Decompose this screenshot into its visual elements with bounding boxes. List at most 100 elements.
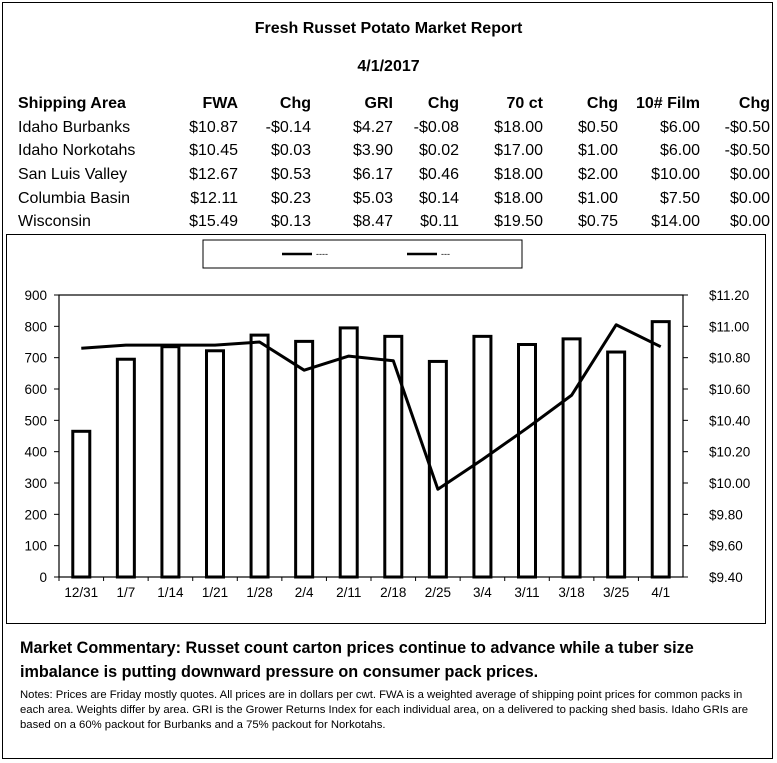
x-tick-label: 2/11 xyxy=(336,585,361,600)
price-cell: $0.46 xyxy=(418,165,459,183)
price-cell: $0.14 xyxy=(418,189,459,207)
price-cell: $15.49 xyxy=(189,213,238,231)
price-cell: $0.11 xyxy=(420,213,459,231)
combo-chart: ---- ---0100200300400500600700800900$9.40… xyxy=(24,239,750,600)
table-body: Idaho Burbanks $10.87 -$0.14 $4.27 -$0.08 $18… xyxy=(18,116,770,234)
chart-box: ---- --- 0 100 200 300 400 500 600 700 800 900 $9.40… xyxy=(6,234,766,624)
price-cell: $10.45 xyxy=(189,142,238,160)
right-tick-label: $10.20 xyxy=(709,445,750,460)
column-header: Chg xyxy=(427,94,459,112)
bar xyxy=(472,334,493,579)
left-tick-label: 900 xyxy=(24,288,47,303)
left-tick-label: 200 xyxy=(24,507,47,522)
shipping-area-cell: San Luis Valley xyxy=(18,165,128,183)
price-cell: $18.00 xyxy=(494,118,543,136)
left-tick-label: 700 xyxy=(24,351,47,366)
x-tick-label: 3/25 xyxy=(603,585,629,600)
price-cell: -$0.14 xyxy=(265,118,311,136)
column-header: Chg xyxy=(738,94,770,112)
bar xyxy=(115,357,136,579)
price-cell: $10.00 xyxy=(651,165,700,183)
left-tick-label: 600 xyxy=(24,382,47,397)
column-header: 10# Film xyxy=(635,94,700,112)
price-cell: $12.11 xyxy=(190,189,238,207)
x-tick-label: 2/18 xyxy=(380,585,406,600)
bar xyxy=(383,334,404,579)
x-tick-label: 3/11 xyxy=(514,585,539,600)
x-tick-label: 1/14 xyxy=(157,585,184,600)
price-cell: $12.67 xyxy=(189,165,238,183)
price-cell: $0.00 xyxy=(729,189,770,207)
column-header: GRI xyxy=(364,94,393,112)
price-cell: $6.00 xyxy=(659,142,700,160)
bar xyxy=(517,343,537,579)
price-cell: $18.00 xyxy=(494,189,543,207)
bar xyxy=(71,429,92,579)
table-row: Idaho Burbanks $10.87 -$0.14 $4.27 -$0.08 $18… xyxy=(18,116,770,140)
table-row: Wisconsin $15.49 $0.13 $8.47 $0.11 $19.50 $0.7… xyxy=(18,210,770,234)
x-tick-label: 2/25 xyxy=(425,585,451,600)
price-cell: $1.00 xyxy=(577,142,618,160)
table-row: Idaho Norkotahs $10.45 $0.03 $3.90 $0.02 $17.… xyxy=(18,139,770,163)
legend-label: --- xyxy=(441,249,450,259)
bar xyxy=(249,333,270,579)
x-tick-label: 3/4 xyxy=(473,585,492,600)
price-cell: $17.00 xyxy=(494,142,543,160)
price-cell: $19.50 xyxy=(494,213,543,231)
x-tick-label: 12/31 xyxy=(64,585,98,600)
report-title: Fresh Russet Potato Market Report xyxy=(254,20,523,37)
bar xyxy=(338,326,359,579)
table-row: San Luis Valley $12.67 $0.53 $6.17 $0.46 $18.… xyxy=(18,163,770,187)
right-tick-label: $9.40 xyxy=(709,570,743,585)
table-row: Columbia Basin $12.11 $0.23 $5.03 $0.14 $18.0… xyxy=(18,187,770,211)
shipping-area-cell: Wisconsin xyxy=(18,213,91,231)
legend-box xyxy=(202,239,523,269)
price-line xyxy=(81,323,662,491)
price-cell: $7.50 xyxy=(659,189,700,207)
bar xyxy=(205,349,225,579)
price-cell: $0.02 xyxy=(418,142,459,160)
price-cell: $1.00 xyxy=(577,189,618,207)
left-tick-label: 0 xyxy=(39,570,47,585)
price-table: Shipping Area FWA Chg GRI Chg 70 ct Chg 10# Fil… xyxy=(18,92,770,234)
price-cell: $5.03 xyxy=(352,189,393,207)
right-tick-label: $10.40 xyxy=(709,413,750,428)
price-cell: $0.23 xyxy=(270,189,311,207)
price-cell: $0.03 xyxy=(270,142,311,160)
table-header-row: Shipping Area FWA Chg GRI Chg 70 ct Chg 10# Fil… xyxy=(18,92,770,116)
x-tick-label: 4/1 xyxy=(651,585,670,600)
price-cell: -$0.50 xyxy=(724,118,770,136)
legend-label: ---- xyxy=(316,249,328,259)
bar xyxy=(561,337,582,579)
price-cell: $0.50 xyxy=(577,118,618,136)
right-tick-label: $9.60 xyxy=(709,539,743,554)
market-commentary: Market Commentary: Russet count carton p… xyxy=(20,639,694,681)
bar xyxy=(650,320,671,579)
left-tick-label: 300 xyxy=(24,476,47,491)
price-cell: $0.53 xyxy=(270,165,311,183)
column-header: Shipping Area xyxy=(18,94,126,112)
shipping-area-cell: Idaho Norkotahs xyxy=(18,142,136,160)
column-header: 70 ct xyxy=(506,94,543,112)
shipping-area-cell: Columbia Basin xyxy=(18,189,131,207)
plot-area xyxy=(58,294,684,578)
bar xyxy=(160,345,181,579)
notes: Notes: Prices are Friday mostly quotes. … xyxy=(20,689,748,731)
price-cell: $0.75 xyxy=(577,213,618,231)
price-cell: -$0.08 xyxy=(413,118,459,136)
price-cell: -$0.50 xyxy=(724,142,770,160)
left-tick-label: 500 xyxy=(24,413,47,428)
right-tick-label: $10.60 xyxy=(709,382,750,397)
right-tick-label: $11.00 xyxy=(709,319,749,334)
report-date: 4/1/2017 xyxy=(357,58,420,75)
price-cell: $0.13 xyxy=(270,213,311,231)
price-cell: $2.00 xyxy=(577,165,618,183)
price-cell: $3.90 xyxy=(352,142,393,160)
left-tick-label: 400 xyxy=(24,445,47,460)
price-cell: $0.00 xyxy=(729,165,770,183)
right-tick-label: $11.20 xyxy=(709,288,749,303)
bar xyxy=(294,339,315,579)
column-header: Chg xyxy=(279,94,311,112)
left-tick-label: 800 xyxy=(24,319,47,334)
price-cell: $6.00 xyxy=(659,118,700,136)
